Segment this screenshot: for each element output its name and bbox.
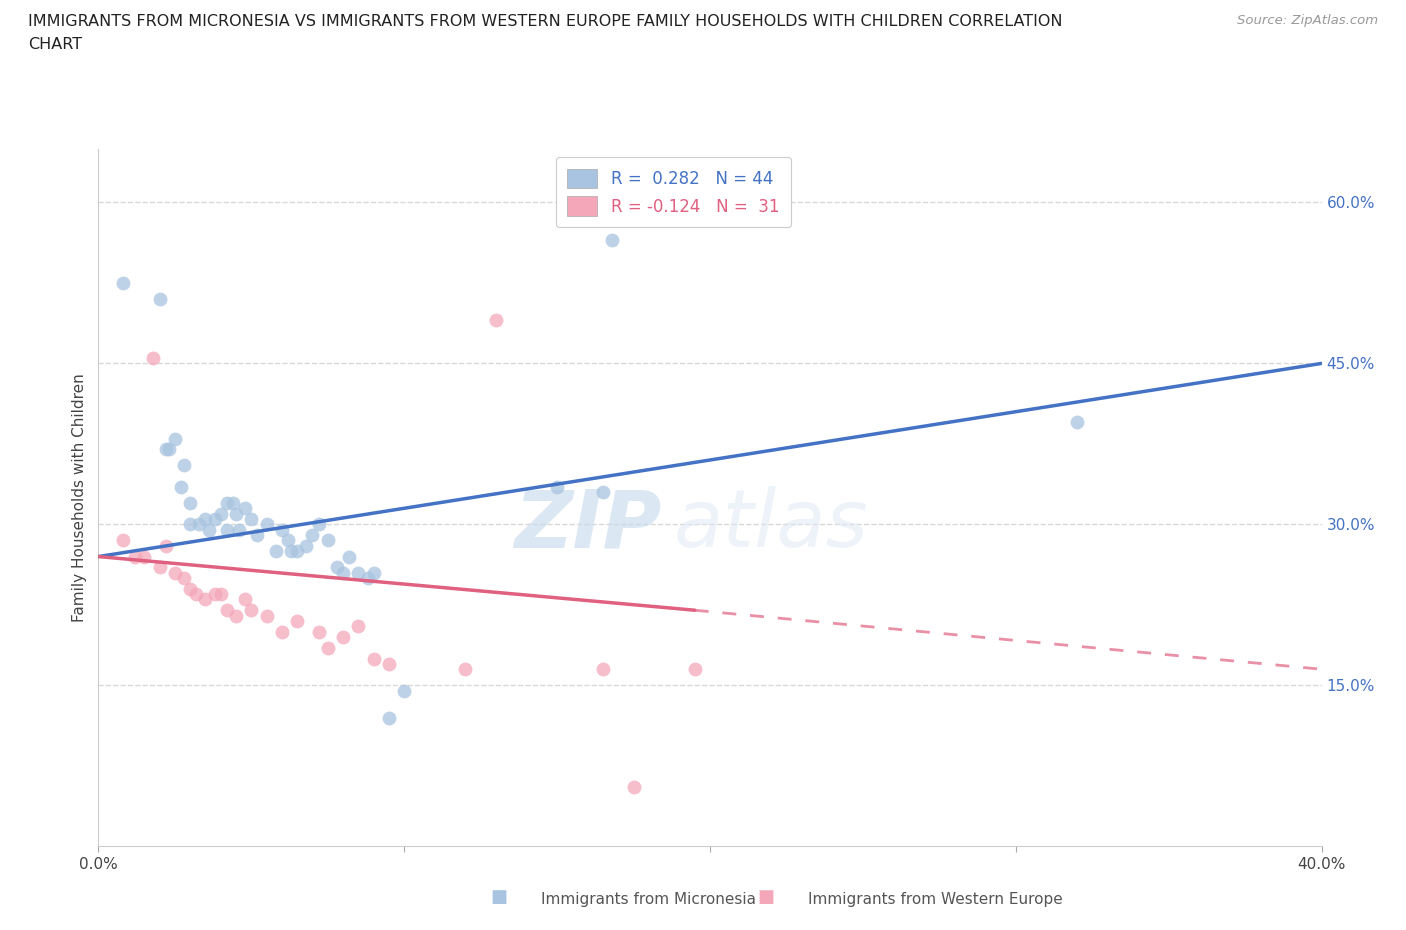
Point: [356, 571, 378, 586]
Point: [197, 523, 219, 538]
Text: CHART: CHART: [28, 37, 82, 52]
Point: [256, 517, 278, 532]
Text: Immigrants from Micronesia: Immigrants from Micronesia: [541, 892, 756, 907]
Point: [683, 662, 706, 677]
Text: ■: ■: [491, 888, 508, 906]
Point: [378, 657, 401, 671]
Point: [233, 592, 256, 607]
Point: [225, 506, 247, 521]
Point: [209, 506, 232, 521]
Text: ZIP: ZIP: [513, 486, 661, 565]
Point: [280, 544, 302, 559]
Point: [332, 565, 354, 580]
Point: [363, 565, 385, 580]
Point: [592, 485, 614, 499]
Point: [149, 292, 172, 307]
Point: [337, 549, 360, 564]
Point: [392, 684, 416, 698]
Point: [170, 479, 193, 494]
Point: [179, 496, 201, 511]
Point: [308, 624, 330, 639]
Point: [378, 711, 401, 725]
Point: [155, 442, 177, 457]
Point: [111, 533, 134, 548]
Point: [163, 432, 186, 446]
Point: [209, 587, 232, 602]
Point: [270, 624, 292, 639]
Point: [228, 523, 250, 538]
Point: [215, 603, 238, 618]
Point: [592, 662, 614, 677]
Point: [204, 587, 226, 602]
Point: [600, 232, 623, 247]
Point: [173, 571, 195, 586]
Point: [347, 565, 370, 580]
Point: [240, 512, 263, 526]
Point: [240, 603, 263, 618]
Point: [347, 618, 370, 633]
Point: [157, 442, 180, 457]
Point: [285, 614, 308, 629]
Point: [179, 581, 201, 596]
Point: [155, 538, 177, 553]
Point: [225, 608, 247, 623]
Text: atlas: atlas: [673, 486, 868, 565]
Point: [485, 313, 508, 328]
Point: [134, 549, 156, 564]
Point: [233, 501, 256, 516]
Point: [124, 549, 146, 564]
Point: [332, 630, 354, 644]
Point: [316, 641, 339, 656]
Point: [222, 496, 245, 511]
Point: [285, 544, 308, 559]
Point: [546, 479, 568, 494]
Point: [454, 662, 477, 677]
Point: [264, 544, 287, 559]
Text: IMMIGRANTS FROM MICRONESIA VS IMMIGRANTS FROM WESTERN EUROPE FAMILY HOUSEHOLDS W: IMMIGRANTS FROM MICRONESIA VS IMMIGRANTS…: [28, 14, 1063, 29]
Point: [277, 533, 299, 548]
Point: [316, 533, 339, 548]
Point: [215, 523, 238, 538]
Point: [173, 458, 195, 472]
Point: [186, 587, 208, 602]
Point: [194, 512, 217, 526]
Point: [623, 780, 645, 795]
Point: [179, 517, 201, 532]
Point: [1066, 415, 1088, 430]
Point: [295, 538, 318, 553]
Point: [111, 275, 134, 290]
Point: [215, 496, 238, 511]
Point: [256, 608, 278, 623]
Point: [301, 527, 323, 542]
Point: [363, 651, 385, 666]
Point: [142, 351, 165, 365]
Point: [204, 512, 226, 526]
Text: ■: ■: [758, 888, 775, 906]
Point: [270, 523, 292, 538]
Text: Source: ZipAtlas.com: Source: ZipAtlas.com: [1237, 14, 1378, 27]
Point: [188, 517, 211, 532]
Point: [308, 517, 330, 532]
Text: Immigrants from Western Europe: Immigrants from Western Europe: [808, 892, 1063, 907]
Legend: R =  0.282   N = 44, R = -0.124   N =  31: R = 0.282 N = 44, R = -0.124 N = 31: [555, 157, 792, 227]
Point: [246, 527, 269, 542]
Y-axis label: Family Households with Children: Family Households with Children: [72, 373, 87, 622]
Point: [194, 592, 217, 607]
Point: [326, 560, 349, 575]
Point: [149, 560, 172, 575]
Point: [163, 565, 186, 580]
